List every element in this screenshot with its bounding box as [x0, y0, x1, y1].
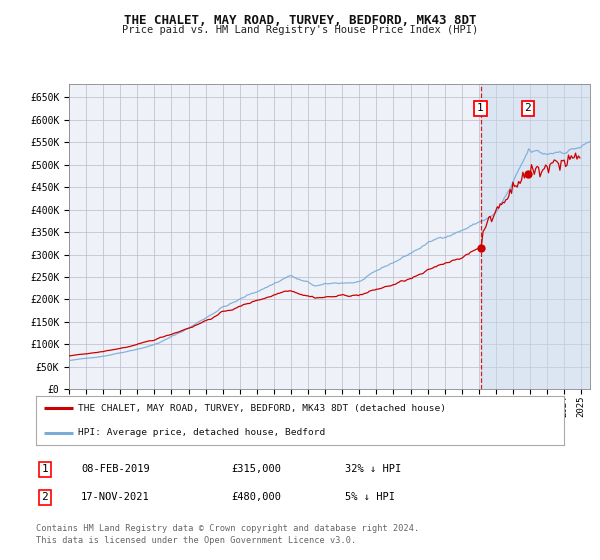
Text: THE CHALET, MAY ROAD, TURVEY, BEDFORD, MK43 8DT: THE CHALET, MAY ROAD, TURVEY, BEDFORD, M… [124, 14, 476, 27]
Text: 2: 2 [524, 104, 532, 114]
Text: 2: 2 [41, 492, 49, 502]
Text: 08-FEB-2019: 08-FEB-2019 [81, 464, 150, 474]
Text: THE CHALET, MAY ROAD, TURVEY, BEDFORD, MK43 8DT (detached house): THE CHALET, MAY ROAD, TURVEY, BEDFORD, M… [78, 404, 446, 413]
Text: Price paid vs. HM Land Registry's House Price Index (HPI): Price paid vs. HM Land Registry's House … [122, 25, 478, 35]
Text: 17-NOV-2021: 17-NOV-2021 [81, 492, 150, 502]
Text: 1: 1 [477, 104, 484, 114]
Bar [481, 84, 590, 389]
Text: 32% ↓ HPI: 32% ↓ HPI [345, 464, 401, 474]
Text: £315,000: £315,000 [231, 464, 281, 474]
Text: £480,000: £480,000 [231, 492, 281, 502]
Text: Contains HM Land Registry data © Crown copyright and database right 2024.: Contains HM Land Registry data © Crown c… [36, 524, 419, 533]
Text: 5% ↓ HPI: 5% ↓ HPI [345, 492, 395, 502]
Text: 1: 1 [41, 464, 49, 474]
Text: This data is licensed under the Open Government Licence v3.0.: This data is licensed under the Open Gov… [36, 536, 356, 545]
Text: HPI: Average price, detached house, Bedford: HPI: Average price, detached house, Bedf… [78, 428, 325, 437]
